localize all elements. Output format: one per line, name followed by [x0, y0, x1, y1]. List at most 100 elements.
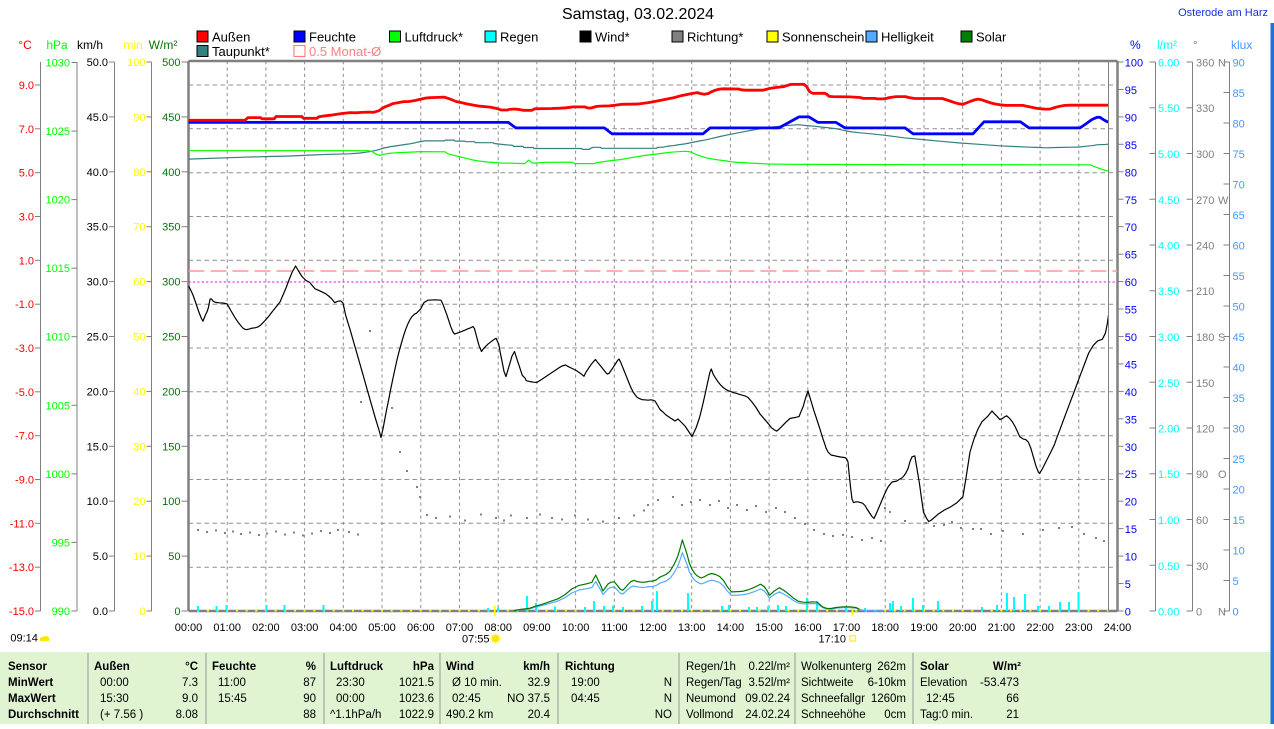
svg-text:Wind: Wind [446, 661, 474, 673]
svg-text:^1.1hPa/h: ^1.1hPa/h [330, 709, 381, 721]
svg-text:Sensor: Sensor [8, 661, 48, 673]
svg-text:25: 25 [1125, 469, 1137, 481]
svg-text:09:00: 09:00 [523, 622, 551, 634]
svg-text:MaxWert: MaxWert [8, 693, 56, 705]
svg-text:35.0: 35.0 [87, 222, 108, 234]
svg-text:16:00: 16:00 [794, 622, 822, 634]
svg-text:Samstag, 03.02.2024: Samstag, 03.02.2024 [562, 6, 714, 23]
svg-text:Außen: Außen [94, 661, 130, 673]
svg-text:Tag:0 min.: Tag:0 min. [920, 709, 973, 721]
svg-text:13:00: 13:00 [678, 622, 706, 634]
svg-text:80: 80 [1125, 167, 1137, 179]
svg-text:100: 100 [1125, 58, 1143, 70]
svg-text:02:00: 02:00 [252, 622, 280, 634]
svg-text:100: 100 [127, 57, 145, 69]
svg-text:Wolkenunterg: Wolkenunterg [801, 661, 872, 673]
svg-text:20: 20 [1125, 497, 1137, 509]
svg-text:5.50: 5.50 [1158, 103, 1179, 115]
svg-text:01:00: 01:00 [213, 622, 241, 634]
svg-text:490.2 km: 490.2 km [446, 709, 493, 721]
svg-text:Neumond: Neumond [686, 693, 736, 705]
svg-text:08:00: 08:00 [484, 622, 512, 634]
svg-text:32.9: 32.9 [528, 677, 550, 689]
svg-text:90: 90 [1233, 58, 1245, 70]
svg-text:Solar: Solar [920, 661, 949, 673]
svg-text:0: 0 [139, 606, 145, 618]
svg-text:25.0: 25.0 [87, 332, 108, 344]
svg-text:10: 10 [133, 551, 145, 563]
svg-text:180: 180 [1196, 332, 1214, 344]
svg-text:210: 210 [1196, 286, 1214, 298]
svg-text:%: % [1130, 38, 1141, 52]
svg-text:-5.0: -5.0 [15, 387, 34, 399]
svg-text:03:00: 03:00 [291, 622, 319, 634]
svg-text:23:00: 23:00 [1065, 622, 1093, 634]
svg-text:330: 330 [1196, 103, 1214, 115]
svg-text:Durchschnitt: Durchschnitt [8, 709, 79, 721]
svg-text:1.00: 1.00 [1158, 515, 1179, 527]
svg-text:S: S [1218, 332, 1225, 344]
svg-text:Feuchte: Feuchte [212, 661, 256, 673]
svg-text:W/m²: W/m² [149, 38, 178, 52]
svg-text:-53.473: -53.473 [980, 677, 1019, 689]
svg-text:1023.6: 1023.6 [399, 693, 434, 705]
svg-text:360: 360 [1196, 58, 1214, 70]
svg-text:262m: 262m [877, 661, 906, 673]
svg-text:9.0: 9.0 [19, 80, 34, 92]
svg-text:120: 120 [1196, 424, 1214, 436]
svg-text:50: 50 [1233, 302, 1245, 314]
svg-text:50.0: 50.0 [87, 57, 108, 69]
svg-text:10: 10 [1233, 546, 1245, 558]
svg-text:19:00: 19:00 [910, 622, 938, 634]
svg-text:l/m²: l/m² [1157, 38, 1177, 52]
svg-text:Sonnenschein: Sonnenschein [782, 30, 864, 45]
svg-text:11:00: 11:00 [218, 677, 246, 689]
svg-text:55: 55 [1233, 271, 1245, 283]
svg-text:0.0: 0.0 [93, 606, 108, 618]
svg-text:21:00: 21:00 [988, 622, 1016, 634]
svg-text:150: 150 [1196, 378, 1214, 390]
svg-text:0.50: 0.50 [1158, 561, 1179, 573]
svg-text:300: 300 [162, 277, 180, 289]
svg-text:75: 75 [1125, 195, 1137, 207]
svg-text:66: 66 [1006, 693, 1019, 705]
svg-text:17:00: 17:00 [833, 622, 861, 634]
svg-text:2.00: 2.00 [1158, 424, 1179, 436]
svg-text:Regen/Tag: Regen/Tag [686, 677, 742, 689]
svg-text:Richtung*: Richtung* [687, 30, 743, 45]
svg-text:Taupunkt*: Taupunkt* [212, 44, 270, 59]
svg-text:0: 0 [1233, 607, 1239, 619]
svg-text:klux: klux [1231, 38, 1252, 52]
svg-text:km/h: km/h [77, 38, 103, 52]
svg-text:40.0: 40.0 [87, 167, 108, 179]
svg-text:%: % [306, 661, 316, 673]
svg-text:5.0: 5.0 [93, 551, 108, 563]
svg-text:00:00: 00:00 [100, 677, 129, 689]
svg-text:1025: 1025 [46, 126, 70, 138]
svg-text:24:00: 24:00 [1104, 622, 1132, 634]
svg-text:W: W [1218, 195, 1229, 207]
svg-text:95: 95 [1125, 85, 1137, 97]
svg-text:300: 300 [1196, 149, 1214, 161]
svg-text:20: 20 [133, 496, 145, 508]
svg-text:°C: °C [185, 661, 198, 673]
svg-text:-9.0: -9.0 [15, 475, 34, 487]
svg-text:60: 60 [1196, 515, 1208, 527]
svg-text:350: 350 [162, 222, 180, 234]
svg-text:15: 15 [1233, 515, 1245, 527]
svg-text:50: 50 [1125, 332, 1137, 344]
svg-text:Richtung: Richtung [565, 661, 615, 673]
svg-text:0: 0 [1125, 607, 1131, 619]
svg-text:0.5 Monat-Ø: 0.5 Monat-Ø [309, 44, 381, 59]
svg-text:90: 90 [133, 112, 145, 124]
svg-text:2.50: 2.50 [1158, 378, 1179, 390]
svg-text:07:00: 07:00 [446, 622, 474, 634]
svg-text:04:00: 04:00 [330, 622, 358, 634]
svg-text:240: 240 [1196, 241, 1214, 253]
svg-text:1020: 1020 [46, 195, 70, 207]
svg-text:3.00: 3.00 [1158, 332, 1179, 344]
svg-text:25: 25 [1233, 454, 1245, 466]
svg-text:-13.0: -13.0 [9, 562, 34, 574]
svg-text:1005: 1005 [46, 400, 70, 412]
svg-text:09:14: 09:14 [10, 633, 38, 645]
